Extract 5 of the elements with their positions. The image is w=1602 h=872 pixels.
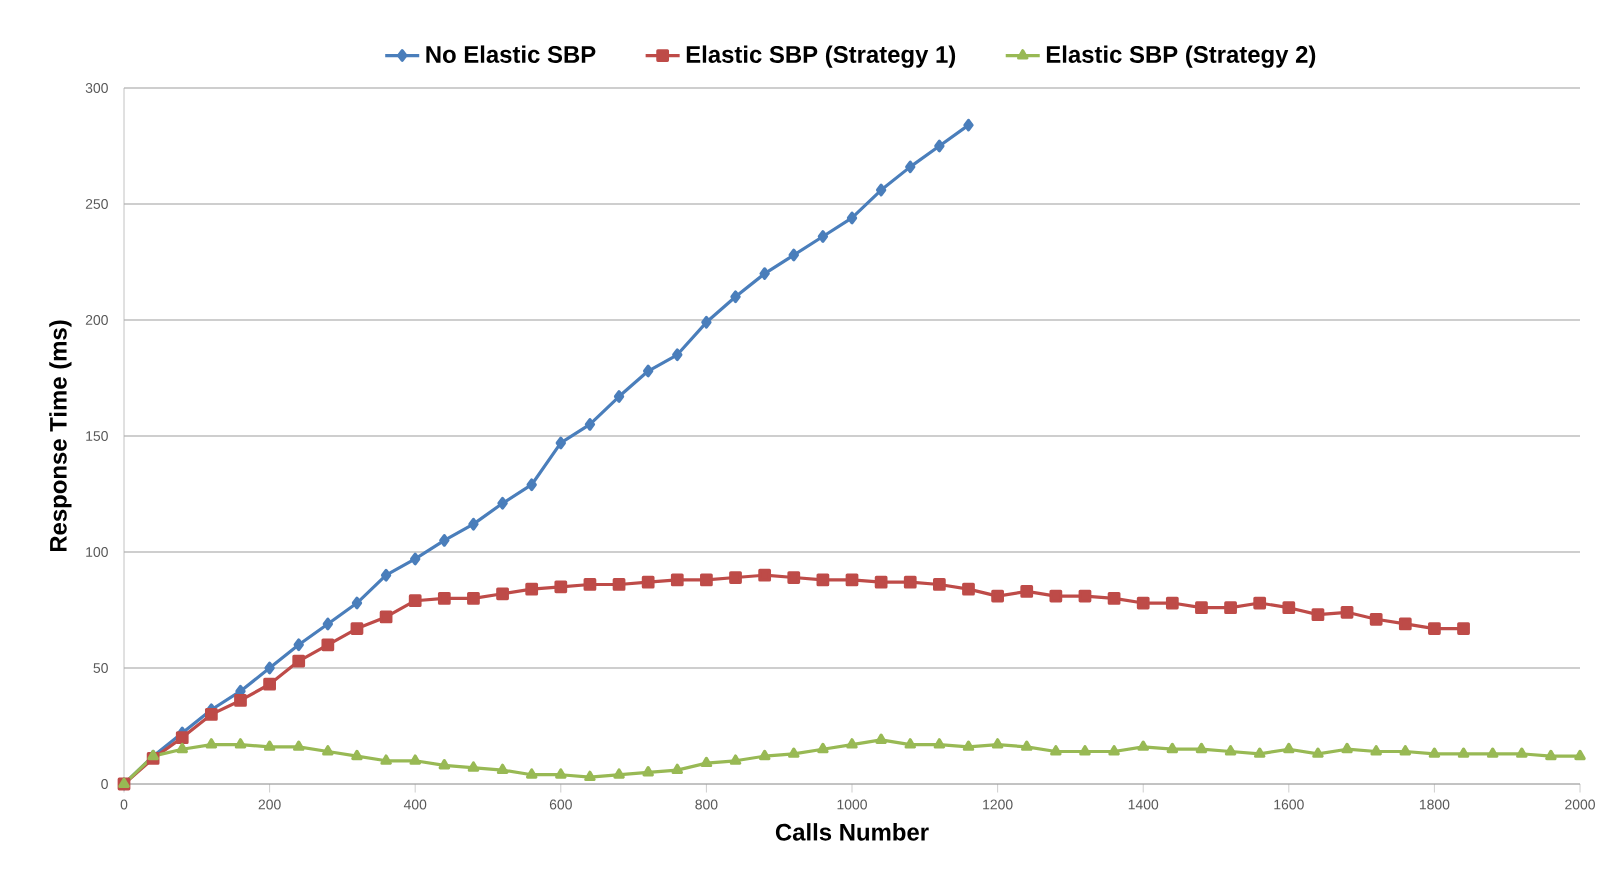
legend-label: Elastic SBP (Strategy 1): [686, 45, 956, 68]
legend-label: Elastic SBP (Strategy 2): [1046, 45, 1316, 68]
y-axis-title: Response Time (ms): [49, 320, 72, 552]
legend-label: No Elastic SBP: [426, 45, 596, 63]
x-axis-title: Calls Number: [775, 823, 929, 841]
